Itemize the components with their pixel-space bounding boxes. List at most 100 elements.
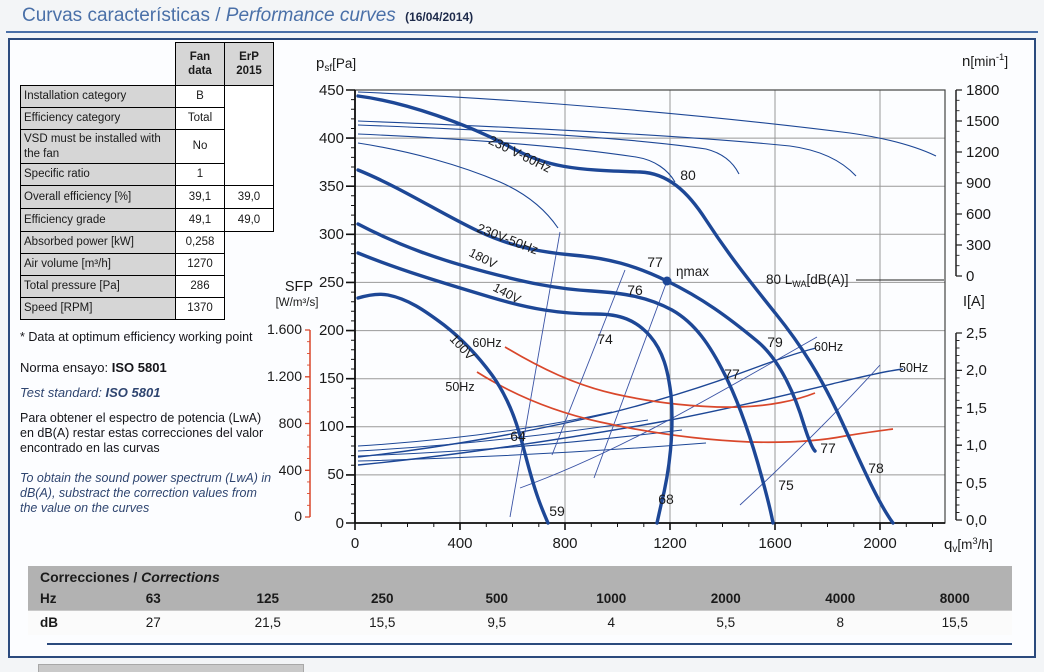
current-50hz-label: 50Hz [899,361,928,375]
row-value: 1370 [175,297,225,320]
row-value: Total [175,107,225,130]
tick-label: 900 [966,175,991,192]
tick-label: 0,0 [966,512,987,529]
tick-label: 300 [319,226,344,243]
q-axis-title: qv[m3/h] [944,536,993,555]
tick-label: 350 [319,178,344,195]
speed-curves [357,91,937,229]
fan-data-column-header: Fan data [175,42,225,86]
row-label: Efficiency category [20,107,176,130]
row-erp-value: 39,0 [224,185,274,209]
optimum-note: * Data at optimum efficiency working poi… [20,330,253,344]
table-bottom-rule [47,643,1012,645]
row-value: 286 [175,275,225,298]
lwa-label: 80 [680,167,696,183]
row-label: Hz [40,591,57,606]
sfp-axis-title: SFP [285,279,313,295]
hz-value: 500 [485,591,509,606]
notes-block: * Data at optimum efficiency working poi… [20,330,274,516]
row-value: 1270 [175,253,225,276]
current-curves [357,347,904,466]
test-standard: Test standard: ISO 5801 [20,384,161,400]
lwa-label: 77 [724,366,740,382]
page-title-es: Curvas características / [22,5,221,26]
chart-grid [355,90,945,523]
tick-label: 300 [966,237,991,254]
curve-230v-60hz [356,94,895,525]
n-axis-title: n[min-1] [962,52,1008,70]
lwa-label: 77 [820,440,836,456]
tick-label: 600 [966,206,991,223]
tick-label: 50 [327,466,344,483]
hz-value: 125 [256,591,280,606]
tick-label: 1600 [758,535,791,552]
sfp-curve-50hz [476,371,894,444]
current-curve-50hz [357,368,904,466]
row-label: Absorbed power [kW] [20,231,176,254]
tick-label: 0,5 [966,475,987,492]
tick-label: 1.200 [267,368,302,384]
erp-2015-column-header: ErP 2015 [224,42,274,86]
db-value: 27 [145,615,161,630]
curve-230v-50hz [356,168,817,453]
tick-label: 800 [552,535,577,552]
tick-label: 0 [294,508,302,524]
curve-100v [356,292,550,525]
lwa-label: 79 [767,334,783,350]
hz-value: 1000 [596,591,627,606]
tick-label: 1200 [653,535,686,552]
hz-value: 2000 [710,591,741,606]
table-row: VSD must be installed with the fan No [20,129,274,164]
lwa-label: 68 [658,491,674,507]
row-label: Efficiency grade [20,208,176,232]
row-value: B [175,85,225,108]
tick-label: 450 [319,82,344,99]
corrections-hz-row: Hz 63 125 250 500 1000 2000 4000 8000 [28,588,1012,610]
eta-max-marker [662,276,672,286]
lwa-label: 75 [778,477,794,493]
i-tick-labels: 2,5 2,0 1,5 1,0 0,5 0,0 [966,325,987,529]
table-row: Total pressure [Pa] 286 [20,275,274,298]
tick-label: 100 [319,418,344,435]
aux-line [357,411,613,447]
i-axis [955,332,962,521]
corrections-table: Correcciones / Corrections Hz 63 125 250… [28,566,1012,635]
row-label: dB [40,615,58,630]
title-divider [6,31,1038,33]
row-label: VSD must be installed with the fan [20,129,176,164]
page-title-en: Performance curves [225,5,396,26]
corrections-db-row: dB 27 21,5 15,5 9,5 4 5,5 8 15,5 [28,610,1012,635]
tick-label: 1,5 [966,400,987,417]
pressure-curves [356,94,895,525]
psf-axis [346,89,356,524]
fan-data-table: Fan data ErP 2015 Installation category … [20,42,274,320]
row-value: 49,1 [175,208,225,232]
tick-label: 1200 [966,144,999,161]
row-label: Air volume [m³/h] [20,253,176,276]
hz-value: 4000 [825,591,856,606]
table-row: Efficiency category Total [20,107,274,130]
lwa-label: 64 [510,428,526,444]
tick-label: 400 [319,130,344,147]
lwa-label: 76 [627,282,643,298]
aux-curve [357,142,559,229]
row-value: 0,258 [175,231,225,254]
fan-table-header: Fan data ErP 2015 [21,42,274,86]
table-row: Specific ratio 1 [20,163,274,186]
curve-labels: 230 V-60Hz 230V-50Hz 180V 140V 100V [447,132,554,363]
sfp-axis [305,329,311,518]
tick-label: 250 [319,274,344,291]
db-value: 8 [836,615,844,630]
next-section-stub [38,664,304,672]
db-value: 21,5 [254,615,281,630]
page-title-date: (16/04/2014) [405,10,474,24]
table-row: Air volume [m³/h] 1270 [20,253,274,276]
label-230v-60hz: 230 V-60Hz [486,132,554,175]
speed-curve [357,120,857,177]
row-value: 39,1 [175,185,225,209]
sfp-curve-60hz [504,346,816,408]
corrections-title: Correcciones / Corrections [28,566,1012,588]
speed-curve [357,124,740,175]
curve-180v [356,222,775,525]
